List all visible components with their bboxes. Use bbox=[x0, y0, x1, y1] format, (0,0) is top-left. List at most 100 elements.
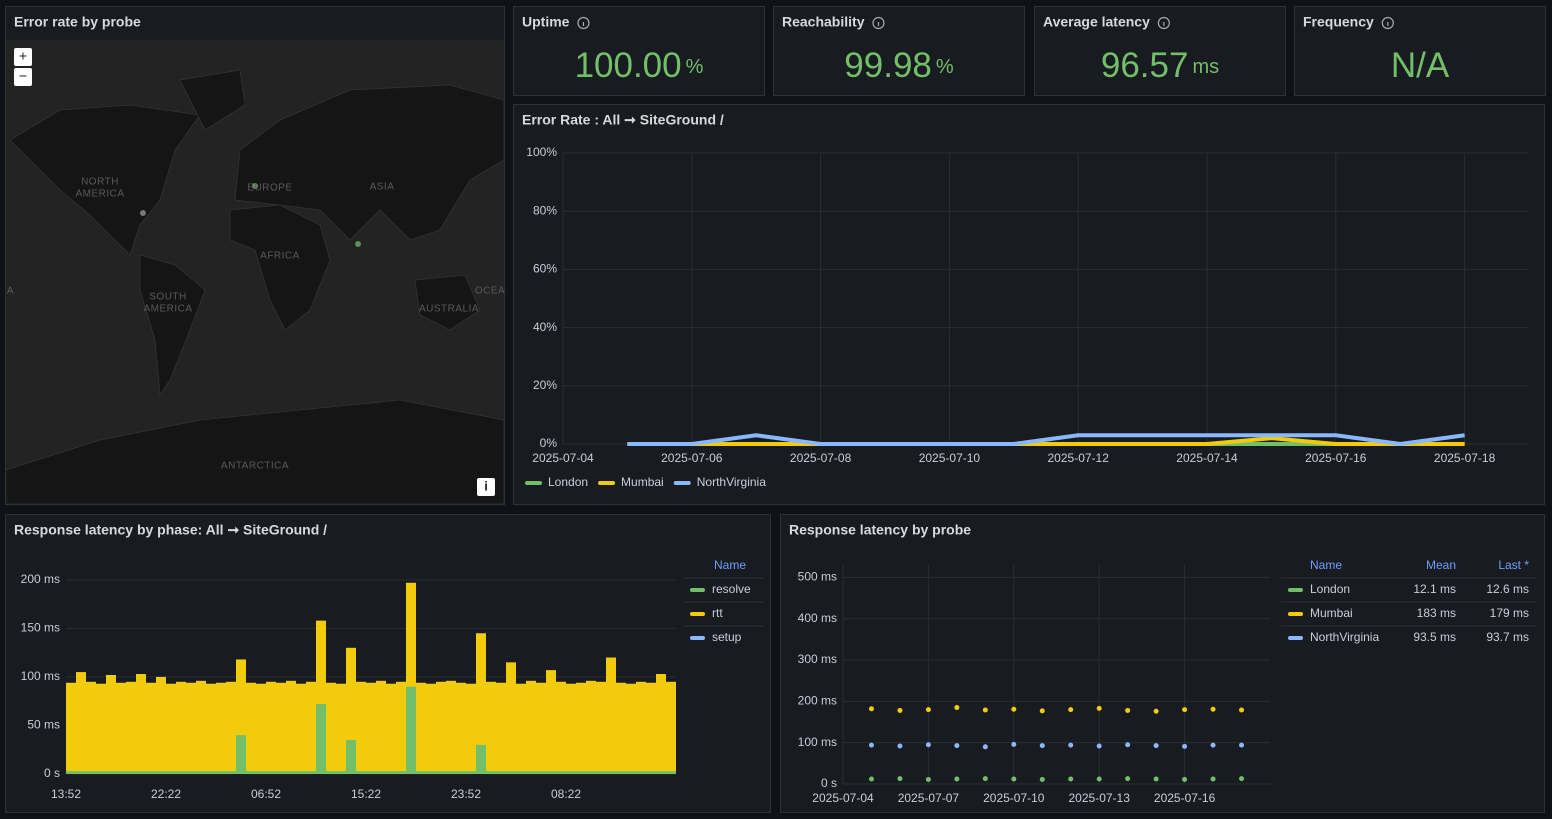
point bbox=[868, 742, 874, 748]
bar bbox=[526, 771, 536, 774]
x-tick-label: 08:22 bbox=[551, 787, 581, 801]
map-label: SOUTH bbox=[149, 292, 187, 303]
info-icon bbox=[1157, 16, 1170, 30]
bar bbox=[666, 681, 676, 774]
bar bbox=[306, 771, 316, 774]
bar bbox=[106, 771, 116, 774]
bar bbox=[606, 657, 616, 774]
bar bbox=[126, 681, 136, 774]
point bbox=[954, 776, 960, 782]
bar bbox=[556, 681, 566, 774]
stat-panel bbox=[1294, 6, 1546, 96]
bar bbox=[76, 771, 86, 774]
probe-latency-panel bbox=[780, 514, 1545, 813]
bar bbox=[596, 681, 606, 774]
y-tick-label: 200 ms bbox=[21, 572, 60, 586]
probe-marker[interactable] bbox=[140, 210, 146, 216]
map-label: AMERICA bbox=[143, 304, 192, 315]
point bbox=[954, 705, 960, 711]
y-tick-label: 100% bbox=[526, 145, 557, 159]
legend-header: Name bbox=[714, 558, 746, 572]
legend-value: 93.7 ms bbox=[1486, 630, 1529, 644]
bar bbox=[526, 680, 536, 774]
info-icon bbox=[872, 16, 885, 30]
stat-panel bbox=[773, 6, 1025, 96]
bar bbox=[216, 682, 226, 774]
bar bbox=[116, 771, 126, 774]
legend-value: 12.6 ms bbox=[1486, 582, 1529, 596]
x-tick-label: 23:52 bbox=[451, 787, 481, 801]
bar bbox=[516, 683, 526, 774]
point bbox=[1039, 743, 1045, 749]
bar bbox=[436, 771, 446, 774]
bar bbox=[386, 683, 396, 774]
point bbox=[982, 744, 988, 750]
legend-value: 179 ms bbox=[1490, 606, 1529, 620]
stat-number: 99.98 bbox=[844, 46, 932, 85]
bar bbox=[286, 771, 296, 774]
bar bbox=[416, 771, 426, 774]
point bbox=[1182, 707, 1188, 713]
stat-number: 96.57 bbox=[1101, 46, 1189, 85]
bar bbox=[396, 681, 406, 774]
zoom-out-icon: − bbox=[19, 68, 27, 84]
attribution-button[interactable] bbox=[477, 478, 495, 496]
point bbox=[1039, 776, 1045, 782]
bar bbox=[66, 771, 76, 774]
info-icon bbox=[577, 16, 590, 30]
bar bbox=[256, 771, 266, 774]
bar bbox=[466, 683, 476, 774]
y-tick-label: 200 ms bbox=[798, 694, 837, 708]
map-label: ANTARCTICA bbox=[221, 461, 289, 472]
bar bbox=[466, 771, 476, 774]
probe-marker[interactable] bbox=[252, 183, 258, 189]
bar bbox=[296, 771, 306, 774]
bar bbox=[556, 771, 566, 774]
bar bbox=[636, 681, 646, 774]
point bbox=[897, 707, 903, 713]
panel-title: Error Rate : All ➞ SiteGround / bbox=[522, 112, 724, 128]
legend-header: Last * bbox=[1498, 558, 1529, 572]
point bbox=[1182, 743, 1188, 749]
y-tick-label: 20% bbox=[533, 378, 557, 392]
legend-label: NorthVirginia bbox=[1310, 630, 1379, 644]
x-tick-label: 2025-07-16 bbox=[1305, 451, 1367, 465]
bar bbox=[96, 683, 106, 774]
bar bbox=[486, 771, 496, 774]
map-label: A bbox=[7, 286, 14, 297]
bar bbox=[276, 771, 286, 774]
y-tick-label: 150 ms bbox=[21, 621, 60, 635]
stat-panel bbox=[1034, 6, 1286, 96]
point bbox=[1068, 707, 1074, 713]
bar bbox=[326, 771, 336, 774]
point bbox=[1239, 742, 1245, 748]
bar bbox=[316, 620, 326, 774]
bar bbox=[476, 633, 486, 774]
probe-marker[interactable] bbox=[355, 241, 361, 247]
zoom-in-button[interactable] bbox=[14, 48, 32, 66]
bar bbox=[496, 771, 506, 774]
bar bbox=[196, 771, 206, 774]
legend-header: Mean bbox=[1426, 558, 1456, 572]
point bbox=[1011, 706, 1017, 712]
y-tick-label: 500 ms bbox=[798, 570, 837, 584]
bar bbox=[666, 771, 676, 774]
x-tick-label: 06:52 bbox=[251, 787, 281, 801]
point bbox=[1125, 707, 1131, 713]
bar bbox=[476, 744, 486, 774]
x-tick-label: 2025-07-16 bbox=[1154, 791, 1216, 805]
x-tick-label: 2025-07-07 bbox=[898, 791, 960, 805]
zoom-out-button[interactable] bbox=[14, 68, 32, 86]
legend-label: London bbox=[548, 475, 588, 489]
series-line bbox=[627, 436, 1465, 446]
bar bbox=[96, 771, 106, 774]
bar bbox=[146, 771, 156, 774]
attribution-icon: i bbox=[484, 478, 488, 493]
bar bbox=[446, 771, 456, 774]
y-tick-label: 0 s bbox=[44, 766, 60, 780]
point bbox=[1096, 776, 1102, 782]
point bbox=[1125, 776, 1131, 782]
bar bbox=[156, 771, 166, 774]
y-tick-label: 60% bbox=[533, 262, 557, 276]
bar bbox=[406, 686, 416, 774]
